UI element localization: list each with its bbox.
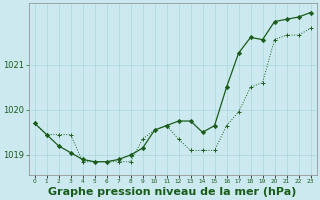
X-axis label: Graphe pression niveau de la mer (hPa): Graphe pression niveau de la mer (hPa) bbox=[48, 187, 297, 197]
